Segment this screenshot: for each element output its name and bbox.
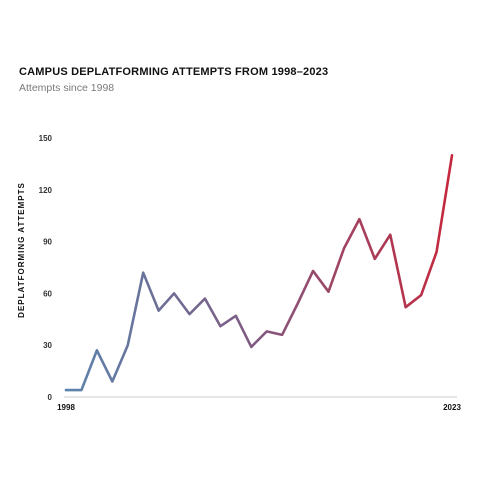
x-tick-label: 1998	[57, 403, 75, 412]
x-tick-label: 2023	[443, 403, 461, 412]
y-tick-label: 90	[43, 238, 52, 247]
y-tick-label: 30	[43, 341, 52, 350]
y-tick-label: 150	[39, 134, 53, 143]
series-line	[64, 153, 454, 392]
y-axis-title: DEPLATFORMING ATTEMPTS	[17, 182, 26, 318]
y-tick-label: 0	[48, 393, 53, 402]
y-tick-label: 60	[43, 289, 52, 298]
chart-subtitle: Attempts since 1998	[19, 82, 115, 94]
y-tick-label: 120	[39, 186, 53, 195]
chart-title: CAMPUS DEPLATFORMING ATTEMPTS FROM 1998–…	[19, 66, 329, 78]
